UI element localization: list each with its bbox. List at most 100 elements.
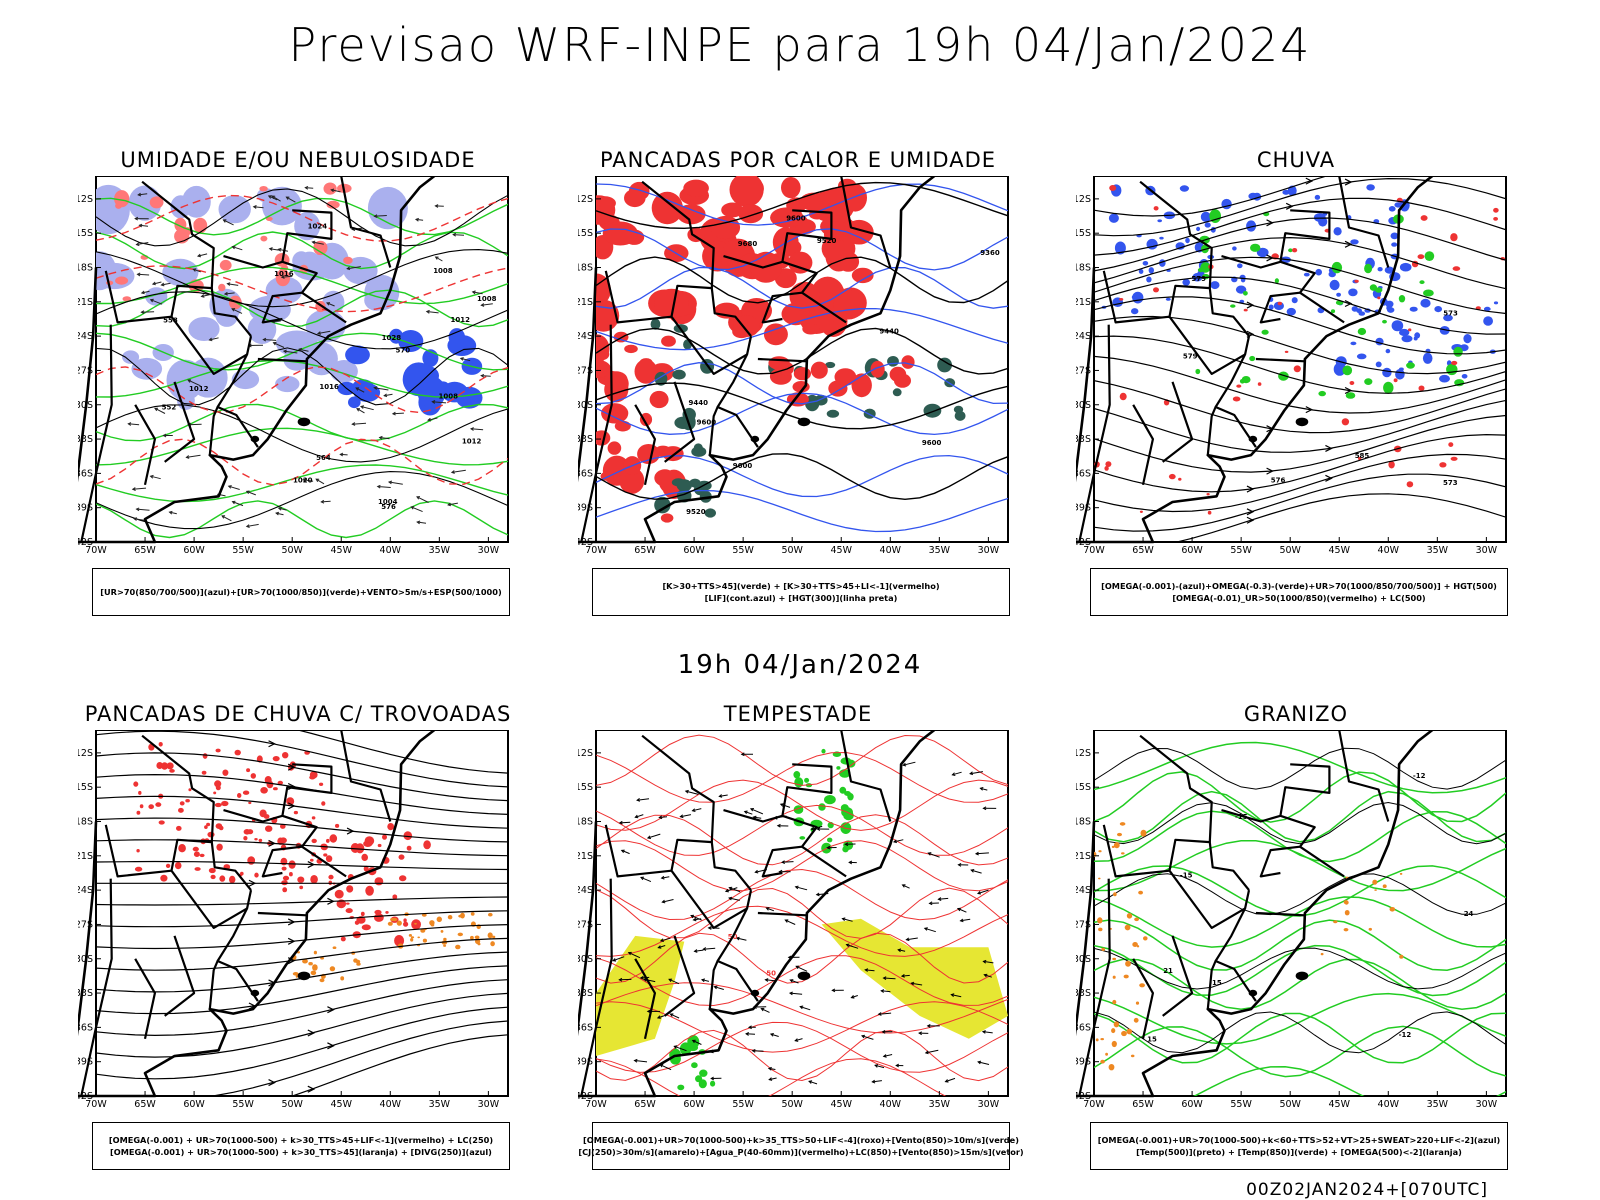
omega-strong-area xyxy=(1261,329,1269,335)
omega-area xyxy=(1175,242,1185,250)
panel-pancadas-trovoadas: PANCADAS DE CHUVA C/ TROVOADAS 12S 15S 18S… xyxy=(78,702,518,1182)
streamline xyxy=(1094,380,1506,434)
lagoon xyxy=(1295,971,1309,981)
lat-tick-label: 42S xyxy=(578,1091,593,1102)
omega-area xyxy=(1119,822,1126,826)
lagoon xyxy=(297,417,311,427)
wind-vector-head xyxy=(326,302,331,306)
wind-vector xyxy=(790,979,799,984)
legend-line: [LIF](cont.azul) + [HGT(300)](linha pret… xyxy=(704,593,898,603)
wind-vector xyxy=(694,949,704,952)
rain-area xyxy=(1206,493,1210,496)
convection-area xyxy=(332,946,337,949)
wind-vector-head xyxy=(471,290,476,295)
lat-tick-label: 12S xyxy=(78,194,93,205)
lat-tick-label: 33S xyxy=(78,434,93,445)
omega-area xyxy=(1384,266,1394,274)
thunderstorm-area xyxy=(178,807,184,813)
thunderstorm-area xyxy=(260,787,268,794)
thunderstorm-area xyxy=(158,742,163,747)
rain-area xyxy=(1448,442,1454,447)
omega-area xyxy=(1179,185,1189,192)
wind-vector-head xyxy=(252,205,257,209)
wind-vector xyxy=(960,918,971,922)
wind-vector-head xyxy=(245,524,250,528)
lon-tick-label: 70W xyxy=(85,545,107,556)
wind-vector-head xyxy=(267,195,272,199)
wind-vector xyxy=(659,1064,672,1071)
wind-vector xyxy=(906,937,918,941)
omega-area xyxy=(1098,927,1103,932)
wind-vector xyxy=(435,256,443,262)
contour-label: 573 xyxy=(1443,310,1458,318)
streamline-arrow xyxy=(1325,444,1333,452)
omega-strong-area xyxy=(1419,280,1425,285)
lon-tick-label: 45W xyxy=(330,1099,352,1110)
lat-tick-label: 33S xyxy=(1076,434,1091,445)
instability-area xyxy=(662,446,684,462)
streamline-arrow xyxy=(1246,516,1255,524)
lat-tick-label: 39S xyxy=(1076,1057,1091,1068)
omega-area xyxy=(1100,1038,1104,1041)
wind-vector xyxy=(658,945,666,949)
moisture-area xyxy=(265,216,273,221)
thunderstorm-area xyxy=(423,840,431,850)
omega-area xyxy=(1328,271,1336,278)
country-border xyxy=(170,838,252,929)
wind-vector-head xyxy=(764,978,769,982)
country-border xyxy=(1139,734,1213,843)
contour-line xyxy=(1094,810,1506,863)
k-index-area xyxy=(654,496,671,514)
wind-vector-head xyxy=(692,917,697,922)
instability-area xyxy=(870,360,885,378)
omega-area xyxy=(1126,1028,1133,1035)
country-border xyxy=(801,291,847,324)
wind-vector xyxy=(209,337,219,341)
k-index-area xyxy=(691,446,707,457)
wind-vector xyxy=(392,412,404,415)
country-border xyxy=(1206,405,1257,456)
contour-label: 21 xyxy=(1163,967,1173,975)
instability-area xyxy=(843,183,867,212)
wind-vector-head xyxy=(810,826,815,831)
omega-area xyxy=(1422,352,1433,364)
omega-strong-area xyxy=(1342,365,1353,376)
wind-area xyxy=(799,836,806,840)
instability-area xyxy=(654,288,689,319)
rain-area xyxy=(1232,396,1241,402)
streamline-arrow xyxy=(307,1029,316,1037)
wind-vector xyxy=(303,479,314,482)
thunderstorm-area xyxy=(158,820,165,825)
wind-vector-head xyxy=(138,223,143,228)
lat-tick-label: 12S xyxy=(78,748,93,759)
omega-area xyxy=(1140,829,1147,837)
lagoon xyxy=(1248,989,1258,997)
lat-tick-label: 39S xyxy=(78,503,93,514)
streamline xyxy=(96,937,508,971)
lat-tick-label: 36S xyxy=(578,468,593,479)
wind-vector-head xyxy=(245,490,250,495)
omega-area xyxy=(1182,278,1190,286)
omega-strong-area xyxy=(1423,289,1434,297)
country-border xyxy=(1139,180,1213,289)
wind-vector-head xyxy=(691,1039,696,1044)
wind-vector xyxy=(635,814,644,818)
moisture-area xyxy=(149,196,164,209)
country-border xyxy=(708,959,759,1010)
country-border xyxy=(261,209,333,324)
convection-area xyxy=(302,958,308,964)
omega-area xyxy=(1143,936,1148,941)
streamline-arrow xyxy=(1246,485,1255,493)
rain-area xyxy=(1277,301,1282,306)
wind-vector-head xyxy=(794,1038,799,1042)
wind-vector xyxy=(951,994,962,998)
streamline-arrow xyxy=(346,827,355,835)
wind-vector-head xyxy=(747,1025,752,1030)
thunderstorm-area xyxy=(215,823,223,829)
legend-line: [OMEGA(-0.001)-(azul)+OMEGA(-0.3)-(verde… xyxy=(1101,581,1497,591)
country-border xyxy=(1214,335,1251,408)
omega-strong-area xyxy=(1318,390,1326,397)
omega-area xyxy=(1132,942,1138,947)
omega-area xyxy=(1232,246,1237,251)
omega-area xyxy=(1434,306,1442,313)
